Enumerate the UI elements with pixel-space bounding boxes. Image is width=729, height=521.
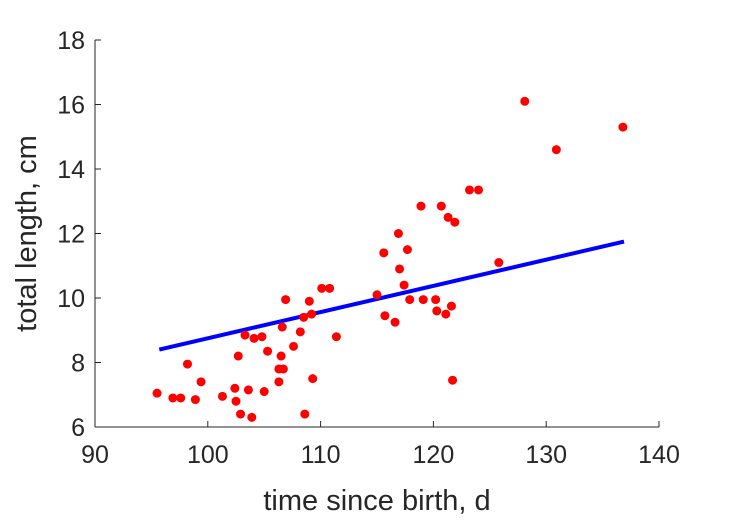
plot-marks xyxy=(152,96,628,422)
data-point xyxy=(196,377,206,387)
data-point xyxy=(450,217,460,227)
regression-line xyxy=(158,239,625,352)
data-point xyxy=(233,351,243,361)
data-point xyxy=(257,332,267,342)
data-point xyxy=(217,391,227,401)
data-point xyxy=(182,359,192,369)
data-point xyxy=(299,312,309,322)
data-point xyxy=(168,393,178,403)
data-point xyxy=(405,295,415,305)
x-tick-label: 130 xyxy=(525,441,567,469)
data-point xyxy=(399,280,409,290)
y-tick-label: 8 xyxy=(71,350,85,378)
data-point xyxy=(431,295,441,305)
data-point xyxy=(263,346,273,356)
data-point xyxy=(331,332,341,342)
data-point xyxy=(230,383,240,393)
data-point xyxy=(325,283,335,293)
data-point xyxy=(441,309,451,319)
x-tick-label: 140 xyxy=(638,441,680,469)
data-point xyxy=(390,317,400,327)
data-point xyxy=(474,185,484,195)
y-tick-label: 16 xyxy=(57,92,85,120)
data-point xyxy=(443,212,453,222)
data-point xyxy=(304,296,314,306)
data-point xyxy=(520,96,530,106)
data-point xyxy=(308,374,318,384)
data-point xyxy=(551,145,561,155)
data-point xyxy=(307,309,317,319)
data-point xyxy=(243,385,253,395)
y-axis-label: total length, cm xyxy=(11,135,43,332)
y-tick-label: 14 xyxy=(57,156,85,184)
x-ticks: 90 100 110 120 130 140 xyxy=(81,421,680,469)
data-point xyxy=(395,264,405,274)
x-axis-label: time since birth, d xyxy=(263,485,490,517)
data-point xyxy=(448,375,458,385)
data-point xyxy=(393,229,403,238)
data-point xyxy=(432,306,442,316)
data-point xyxy=(277,322,287,332)
data-point xyxy=(295,327,305,337)
data-point xyxy=(276,351,286,361)
data-point xyxy=(464,185,474,195)
data-point xyxy=(236,409,246,419)
data-point xyxy=(289,341,299,351)
data-point xyxy=(278,364,288,374)
data-point xyxy=(418,295,428,305)
y-tick-label: 6 xyxy=(71,414,85,442)
data-point xyxy=(416,201,426,211)
data-point xyxy=(317,283,327,293)
x-tick-label: 90 xyxy=(81,441,109,469)
axes xyxy=(94,40,659,428)
data-point xyxy=(152,388,162,398)
data-point xyxy=(379,248,389,258)
data-point xyxy=(249,333,259,343)
y-tick-label: 12 xyxy=(57,221,85,249)
data-point xyxy=(402,245,412,255)
data-point xyxy=(259,387,269,397)
data-point xyxy=(372,290,382,300)
data-point xyxy=(446,301,456,311)
y-tick-label: 10 xyxy=(57,285,85,313)
data-point xyxy=(494,258,504,268)
data-point xyxy=(247,412,257,422)
data-point xyxy=(300,409,310,419)
data-point xyxy=(380,311,390,321)
data-point xyxy=(190,395,200,405)
data-point xyxy=(274,377,284,387)
data-point xyxy=(618,122,628,132)
y-ticks: 6 8 10 12 14 16 18 xyxy=(57,27,101,442)
data-point xyxy=(436,201,446,211)
data-point xyxy=(231,396,241,406)
y-tick-label: 18 xyxy=(57,27,85,55)
x-tick-label: 110 xyxy=(301,441,341,469)
data-point xyxy=(176,393,186,403)
x-tick-label: 100 xyxy=(187,441,229,469)
x-tick-label: 120 xyxy=(413,441,455,469)
data-point xyxy=(240,330,250,340)
data-point xyxy=(281,295,291,305)
